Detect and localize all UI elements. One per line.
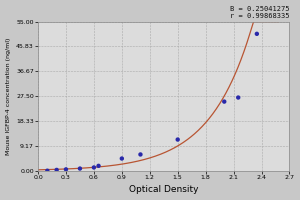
Text: B = 0.25041275
r = 0.99868335: B = 0.25041275 r = 0.99868335 [230,6,290,19]
Point [138,153,143,156]
Y-axis label: Mouse IGFBP-4 concentration (ng/ml): Mouse IGFBP-4 concentration (ng/ml) [6,37,10,155]
Point [77,167,82,170]
Point [92,166,96,169]
Point [119,157,124,160]
Point [175,138,180,141]
X-axis label: Optical Density: Optical Density [129,185,199,194]
Point [222,100,227,103]
Point [96,164,101,167]
Point [254,32,259,35]
Point [54,168,59,172]
Point [64,168,68,171]
Point [236,96,241,99]
Point [45,169,50,172]
